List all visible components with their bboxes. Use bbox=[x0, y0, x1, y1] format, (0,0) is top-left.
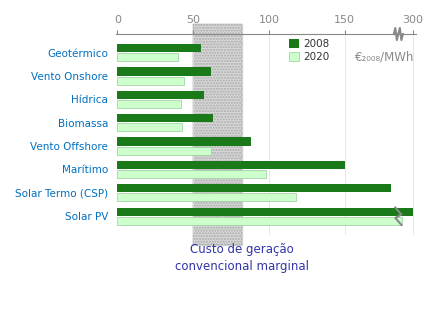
Text: Custo de geração
convencional marginal: Custo de geração convencional marginal bbox=[175, 243, 309, 273]
Bar bbox=[117, 91, 204, 99]
Bar bbox=[117, 77, 184, 85]
Bar bbox=[117, 114, 213, 122]
Bar bbox=[117, 184, 392, 192]
Bar bbox=[117, 137, 251, 146]
Bar bbox=[117, 44, 201, 52]
Bar bbox=[117, 193, 296, 202]
Bar bbox=[193, 24, 242, 245]
Bar bbox=[117, 161, 345, 169]
Bar bbox=[117, 123, 183, 131]
Bar bbox=[193, 24, 242, 245]
Bar bbox=[117, 100, 181, 108]
Text: €₂₀₀₈/MWh: €₂₀₀₈/MWh bbox=[355, 50, 414, 63]
Legend: 2008, 2020: 2008, 2020 bbox=[289, 39, 330, 62]
Bar bbox=[117, 53, 178, 62]
Bar bbox=[117, 67, 211, 76]
Bar bbox=[117, 170, 266, 178]
Bar bbox=[117, 217, 402, 225]
Bar bbox=[117, 208, 413, 216]
Bar bbox=[117, 147, 211, 155]
